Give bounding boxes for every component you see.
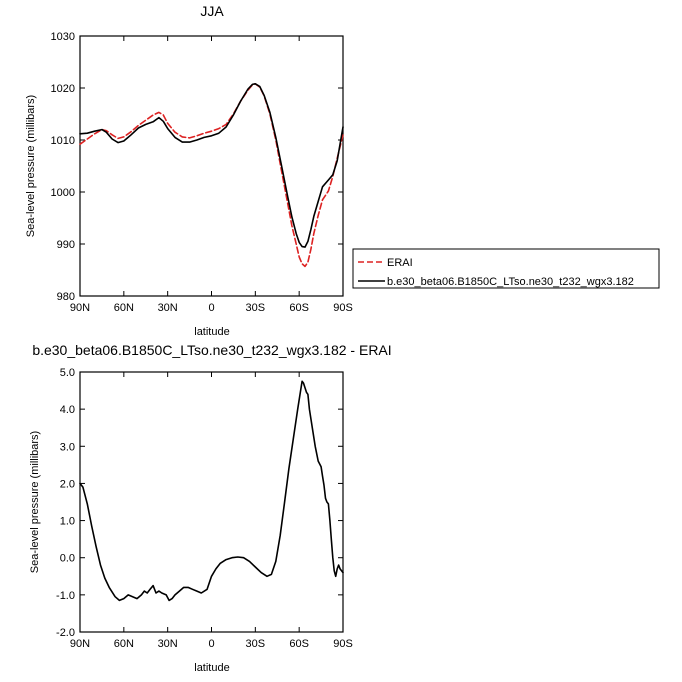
bottom-y-tick-label: 4.0 xyxy=(60,404,75,416)
top-y-tick-label: 1020 xyxy=(51,83,75,95)
bottom-x-tick-label: 0 xyxy=(208,638,214,650)
top-x-tick-label: 30N xyxy=(158,302,178,314)
bottom-y-tick-label: -1.0 xyxy=(56,590,75,602)
bottom-x-tick-label: 90S xyxy=(333,638,353,650)
bottom-x-tick-label: 30S xyxy=(246,638,266,650)
top-x-tick-label: 60N xyxy=(114,302,134,314)
legend-box xyxy=(352,248,660,289)
bottom-chart-title: b.e30_beta06.B1850C_LTso.ne30_t232_wgx3.… xyxy=(32,342,391,358)
top-x-axis-label: latitude xyxy=(194,326,229,338)
bottom-y-tick-label: 3.0 xyxy=(60,441,75,453)
top-series-group xyxy=(79,83,344,268)
top-panel: JJA 980 990 1000 1010 1020 1030 90N 60N 30N 0 30S… xyxy=(25,3,660,338)
bottom-y-axis-label: Sea-level pressure (millibars) xyxy=(29,431,41,573)
top-y-axis-label: Sea-level pressure (millibars) xyxy=(25,95,37,237)
top-y-tick-label: 1010 xyxy=(51,135,75,147)
top-series-line-1 xyxy=(79,83,344,248)
bottom-x-tick-label: 60S xyxy=(289,638,309,650)
legend: ERAI b.e30_beta06.B1850C_LTso.ne30_t232_… xyxy=(352,248,660,289)
legend-label-erai: ERAI xyxy=(387,257,413,269)
bottom-x-tick-label: 30N xyxy=(158,638,178,650)
top-series-line-0 xyxy=(79,83,344,268)
top-x-tick-label: 90S xyxy=(333,302,353,314)
top-x-tick-label: 0 xyxy=(208,302,214,314)
top-x-ticks: 90N 60N 30N 0 30S 60S 90S xyxy=(70,36,353,314)
top-plot-frame xyxy=(79,35,344,297)
bottom-y-tick-label: 5.0 xyxy=(60,367,75,379)
bottom-y-tick-label: 2.0 xyxy=(60,478,75,490)
bottom-plot-frame xyxy=(79,371,344,633)
bottom-series-group xyxy=(79,380,344,602)
top-y-ticks: 980 990 1000 1010 1020 1030 xyxy=(51,31,343,303)
bottom-y-tick-label: 1.0 xyxy=(60,516,75,528)
top-x-tick-label: 60S xyxy=(289,302,309,314)
legend-label-model: b.e30_beta06.B1850C_LTso.ne30_t232_wgx3.… xyxy=(387,276,634,288)
bottom-y-tick-label: 0.0 xyxy=(60,553,75,565)
bottom-series-line-0 xyxy=(79,380,344,602)
bottom-y-tick-label: -2.0 xyxy=(56,627,75,639)
bottom-x-ticks: 90N 60N 30N 0 30S 60S 90S xyxy=(70,372,353,650)
bottom-y-ticks: -2.0 -1.0 0.0 1.0 2.0 3.0 4.0 5.0 xyxy=(56,367,343,639)
top-x-tick-label: 30S xyxy=(246,302,266,314)
bottom-x-tick-label: 60N xyxy=(114,638,134,650)
bottom-panel: b.e30_beta06.B1850C_LTso.ne30_t232_wgx3.… xyxy=(29,342,392,674)
bottom-x-axis-label: latitude xyxy=(194,662,229,674)
bottom-x-tick-label: 90N xyxy=(70,638,90,650)
top-y-tick-label: 1000 xyxy=(51,187,75,199)
top-y-tick-label: 980 xyxy=(57,291,75,303)
top-chart-title: JJA xyxy=(200,3,224,19)
top-x-tick-label: 90N xyxy=(70,302,90,314)
top-y-tick-label: 990 xyxy=(57,239,75,251)
top-y-tick-label: 1030 xyxy=(51,31,75,43)
